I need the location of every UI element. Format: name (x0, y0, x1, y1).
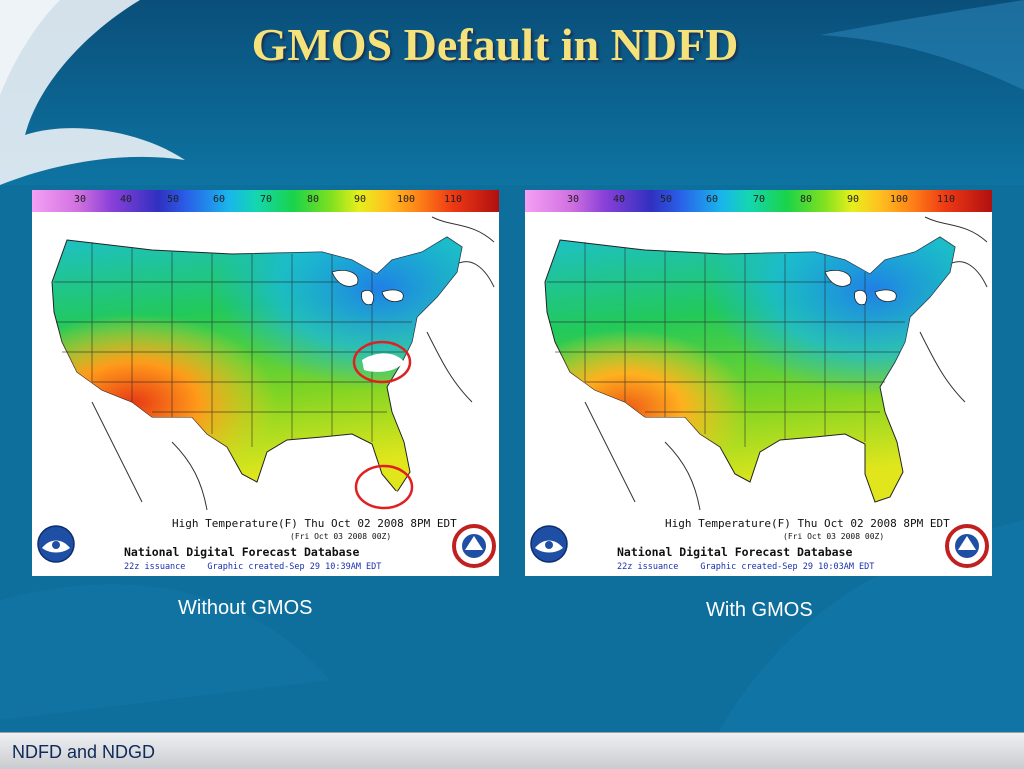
slide-title: GMOS Default in NDFD (251, 19, 739, 70)
temperature-map (51, 216, 495, 512)
scale-tick: 60 (212, 194, 226, 205)
map-panel-without-gmos: 30 40 50 60 70 80 90 100 110 (32, 190, 499, 576)
scale-tick: 50 (659, 194, 673, 205)
temperature-map (544, 216, 988, 511)
nws-logo-icon (945, 524, 989, 568)
scale-tick: 90 (846, 194, 860, 205)
nws-logo-icon (452, 524, 496, 568)
scale-tick: 40 (119, 194, 133, 205)
map-panel-with-gmos: 30 40 50 60 70 80 90 100 110 (525, 190, 992, 576)
noaa-logo-icon (530, 525, 568, 563)
map-info-block: High Temperature(F) Thu Oct 02 2008 8PM … (32, 512, 499, 576)
highlight-circle-kentucky (352, 340, 412, 384)
slide-footer: NDFD and NDGD (0, 732, 1024, 769)
caption-with-gmos: With GMOS (706, 599, 813, 621)
forecast-utc-time: (Fri Oct 03 2008 00Z) (290, 532, 392, 541)
issuance-line: 22z issuance Graphic created-Sep 29 10:39… (124, 562, 424, 572)
issuance-label: 22z issuance (124, 562, 186, 572)
noaa-logo-icon (37, 525, 75, 563)
scale-tick: 80 (799, 194, 813, 205)
scale-tick: 100 (889, 194, 909, 205)
footer-label: NDFD and NDGD (12, 742, 156, 762)
forecast-utc-time: (Fri Oct 03 2008 00Z) (783, 532, 885, 541)
map-info-block: High Temperature(F) Thu Oct 02 2008 8PM … (525, 512, 992, 576)
scale-tick: 60 (705, 194, 719, 205)
scale-tick: 110 (936, 194, 956, 205)
scale-tick: 70 (752, 194, 766, 205)
scale-tick: 100 (396, 194, 416, 205)
graphic-created-label: Graphic created-Sep 29 10:39AM EDT (207, 562, 382, 572)
highlight-circle-florida (354, 464, 414, 510)
database-name: National Digital Forecast Database (124, 545, 360, 559)
scale-tick: 30 (73, 194, 87, 205)
forecast-title: High Temperature(F) Thu Oct 02 2008 8PM … (172, 517, 457, 530)
scale-tick: 110 (443, 194, 463, 205)
scale-tick: 90 (353, 194, 367, 205)
temperature-color-scale: 30 40 50 60 70 80 90 100 110 (32, 190, 499, 212)
caption-without-gmos: Without GMOS (178, 597, 313, 619)
scale-tick: 70 (259, 194, 273, 205)
issuance-label: 22z issuance (617, 562, 679, 572)
temperature-color-scale: 30 40 50 60 70 80 90 100 110 (525, 190, 992, 212)
scale-tick: 40 (612, 194, 626, 205)
scale-tick: 80 (306, 194, 320, 205)
graphic-created-label: Graphic created-Sep 29 10:03AM EDT (700, 562, 875, 572)
database-name: National Digital Forecast Database (617, 545, 853, 559)
forecast-title: High Temperature(F) Thu Oct 02 2008 8PM … (665, 517, 950, 530)
scale-tick: 30 (566, 194, 580, 205)
scale-tick: 50 (166, 194, 180, 205)
issuance-line: 22z issuance Graphic created-Sep 29 10:03… (617, 562, 917, 572)
